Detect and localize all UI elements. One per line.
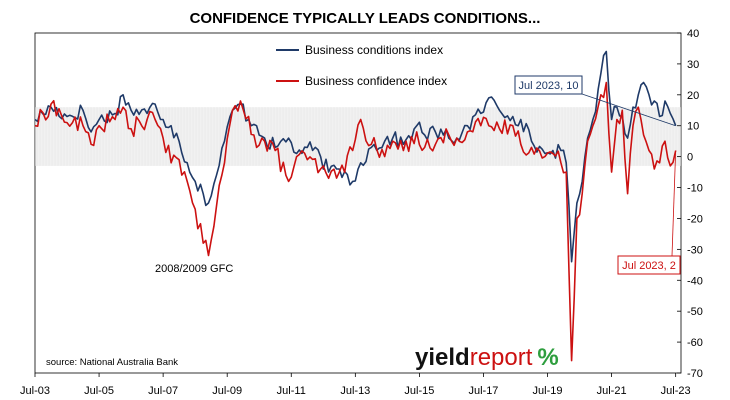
brand-yield: yield <box>415 344 470 371</box>
y-tick-label: -70 <box>687 368 703 380</box>
callout-confidence-box <box>617 255 681 275</box>
callout-confidence: Jul 2023, 2 <box>617 150 681 275</box>
plot-frame <box>34 32 682 374</box>
source-note: source: National Australia Bank <box>46 357 178 368</box>
chart-title: CONFIDENCE TYPICALLY LEADS CONDITIONS... <box>190 10 541 27</box>
x-tick-label: Jul-15 <box>404 385 434 397</box>
x-tick-label: Jul-07 <box>148 385 178 397</box>
x-tick-label: Jul-17 <box>468 385 498 397</box>
brand-logo: yieldreport% <box>415 344 559 371</box>
x-tick-label: Jul-05 <box>84 385 114 397</box>
series-layer <box>34 50 677 362</box>
y-tick-label: -30 <box>687 244 703 256</box>
x-axis: Jul-03 Jul-05 Jul-07 Jul-09 Jul-11 Jul-13 Jul-… <box>20 373 691 397</box>
x-tick-label: Jul-23 <box>661 385 691 397</box>
y-tick-label: 0 <box>687 152 693 164</box>
legend: Business conditions index Business confi… <box>276 43 447 88</box>
y-tick-label: 30 <box>687 59 699 71</box>
x-tick-label: Jul-03 <box>20 385 50 397</box>
y-tick-label: 40 <box>687 28 699 40</box>
legend-label-confidence: Business confidence index <box>305 74 447 88</box>
callout-conditions: Jul 2023, 10 <box>514 75 676 127</box>
x-tick-label: Jul-09 <box>212 385 242 397</box>
y-tick-label: 20 <box>687 90 699 102</box>
gfc-annotation: 2008/2009 GFC <box>155 263 233 275</box>
brand-report: report <box>470 344 533 371</box>
series-line-confidence <box>34 81 677 362</box>
y-tick-label: -40 <box>687 275 703 287</box>
y-tick-label: 10 <box>687 121 699 133</box>
x-tick-label: Jul-13 <box>340 385 370 397</box>
brand-percent: % <box>537 344 558 371</box>
series-line-conditions <box>34 50 677 263</box>
callout-confidence-label: Jul 2023, 2 <box>622 260 676 272</box>
callout-confidence-leader <box>671 150 677 257</box>
x-tick-label: Jul-19 <box>533 385 563 397</box>
y-tick-label: -50 <box>687 306 703 318</box>
y-axis: 40 30 20 10 0 -10 -20 -30 -40 -50 -60 -70 <box>677 28 703 380</box>
callout-conditions-leader <box>581 93 676 127</box>
y-tick-label: -60 <box>687 337 703 349</box>
y-tick-label: -10 <box>687 183 703 195</box>
callout-conditions-label: Jul 2023, 10 <box>519 80 579 92</box>
legend-label-conditions: Business conditions index <box>305 43 443 57</box>
x-tick-label: Jul-11 <box>277 385 306 397</box>
x-tick-label: Jul-21 <box>597 385 627 397</box>
y-tick-label: -20 <box>687 213 703 225</box>
callout-conditions-box <box>514 75 583 95</box>
